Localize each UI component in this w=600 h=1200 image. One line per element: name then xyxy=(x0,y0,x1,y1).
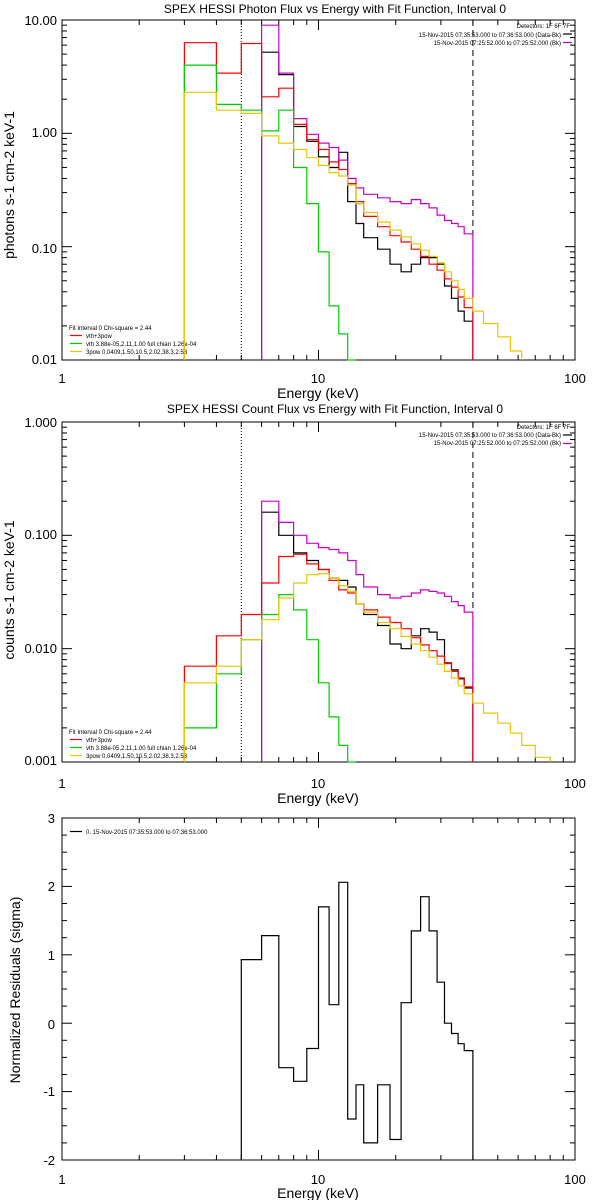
panel-1-series-vth xyxy=(183,594,356,763)
panel-0-xtick-label: 10 xyxy=(311,371,325,386)
panel-0-title: SPEX HESSI Photon Flux vs Energy with Fi… xyxy=(164,2,506,16)
panel-0-series-vth-3pow xyxy=(183,42,474,360)
panel-2-legend-line: 0. 15-Nov-2015 07:35:53.000 to 07:36:53.… xyxy=(86,830,208,836)
panel-residuals: Normalized Residuals (sigma) Energy (keV… xyxy=(7,811,586,1200)
panel-1-header-line: Detectors: 1F 6F 7F xyxy=(517,425,571,431)
panel-2-ytick-label: -1 xyxy=(43,1084,55,1099)
panel-1-series-3pow xyxy=(183,573,551,762)
panel-1-xtick-label: 10 xyxy=(311,776,325,791)
panel-count-flux: SPEX HESSI Count Flux vs Energy with Fit… xyxy=(1,402,586,806)
panel-1-ytick-label: 0.100 xyxy=(24,527,57,542)
panel-0-ytick-label: 0.01 xyxy=(32,352,57,367)
panel-0-xtick-label: 100 xyxy=(564,371,586,386)
panel-1-xtick-label: 100 xyxy=(564,776,586,791)
panel-0-legend-line: 3pow 0.0409,1.50,10.5,2.02,38.3,2.53 xyxy=(86,350,188,356)
panel-0-series-bk xyxy=(261,24,474,360)
panel-2-xtick-label: 1 xyxy=(58,1172,65,1187)
panel-2-ytick-label: 3 xyxy=(48,811,55,826)
panel-0-legend-line: Fit Interval 0 Chi-square = 2.44 xyxy=(69,326,152,332)
panel-photon-flux: SPEX HESSI Photon Flux vs Energy with Fi… xyxy=(1,2,586,401)
panel-0-xtick-label: 1 xyxy=(58,371,65,386)
panel-2-ylabel: Normalized Residuals (sigma) xyxy=(7,897,23,1084)
panel-1-series-bk xyxy=(261,500,474,762)
panel-1-ylabel: counts s-1 cm-2 keV-1 xyxy=(1,520,17,659)
panel-0-series-3pow xyxy=(183,91,523,360)
panel-0-xlabel: Energy (keV) xyxy=(277,385,359,401)
panel-1-legend-line: 3pow 0.0409,1.50,10.5,2.02,38.3,2.53 xyxy=(86,754,188,760)
panel-2-xlabel: Energy (keV) xyxy=(277,1185,359,1200)
panel-1-ytick-label: 0.001 xyxy=(24,753,57,768)
panel-0-legend-line: vth 3.88e-05,2.11,1.00 full chian 1.26e-… xyxy=(86,342,197,348)
panel-2-ytick-label: 0 xyxy=(48,1017,55,1032)
panel-1-legend-line: vth+3pow xyxy=(86,738,113,744)
panel-1-header-line: 15-Nov-2015 07:25:52.000 to 07:25:52.000… xyxy=(434,441,561,447)
panel-0-ylabel: photons s-1 cm-2 keV-1 xyxy=(1,111,17,259)
panel-0-ytick-label: 1.00 xyxy=(32,125,57,140)
panel-1-title: SPEX HESSI Count Flux vs Energy with Fit… xyxy=(167,402,503,416)
panel-2-series-0-15-nov-2015-07-35-53-000-to-07-36-53-000 xyxy=(240,881,474,1160)
panel-1-series-data-bk xyxy=(261,511,474,762)
panel-1-ytick-label: 0.010 xyxy=(24,641,57,656)
panel-0-header-line: 15-Nov-2015 07:25:52.000 to 07:25:52.000… xyxy=(434,41,561,47)
panel-1-legend-line: vth 3.88e-05,2.11,1.00 full chian 1.26e-… xyxy=(86,746,197,752)
panel-2-ytick-label: 2 xyxy=(48,879,55,894)
panel-2-xtick-label: 10 xyxy=(311,1172,325,1187)
panel-0-ytick-label: 10.00 xyxy=(24,13,57,28)
panel-1-series-vth-3pow xyxy=(183,553,474,762)
panel-0-legend-line: vth+3pow xyxy=(86,334,113,340)
panel-1-ytick-label: 1.000 xyxy=(24,415,57,430)
panel-0-series-vth xyxy=(183,64,356,361)
panel-0-ytick-label: 0.10 xyxy=(32,241,57,256)
panel-1-legend-line: Fit Interval 0 Chi-square = 2.44 xyxy=(69,730,152,736)
panel-2-ytick-label: -2 xyxy=(43,1153,55,1168)
panel-1-header-line: 15-Nov-2015 07:35:53.000 to 07:36:53.000… xyxy=(419,433,561,439)
panel-2-ytick-label: 1 xyxy=(48,948,55,963)
panel-2-xtick-label: 100 xyxy=(564,1172,586,1187)
panel-0-header-line: Detectors: 1F 6F 7F xyxy=(517,24,571,30)
panel-0-plot-frame xyxy=(61,19,576,361)
panel-0-header-line: 15-Nov-2015 07:35:53.000 to 07:36:53.000… xyxy=(419,33,561,39)
panel-1-plot-frame xyxy=(61,421,576,763)
panel-1-xtick-label: 1 xyxy=(58,776,65,791)
panel-1-xlabel: Energy (keV) xyxy=(277,790,359,806)
